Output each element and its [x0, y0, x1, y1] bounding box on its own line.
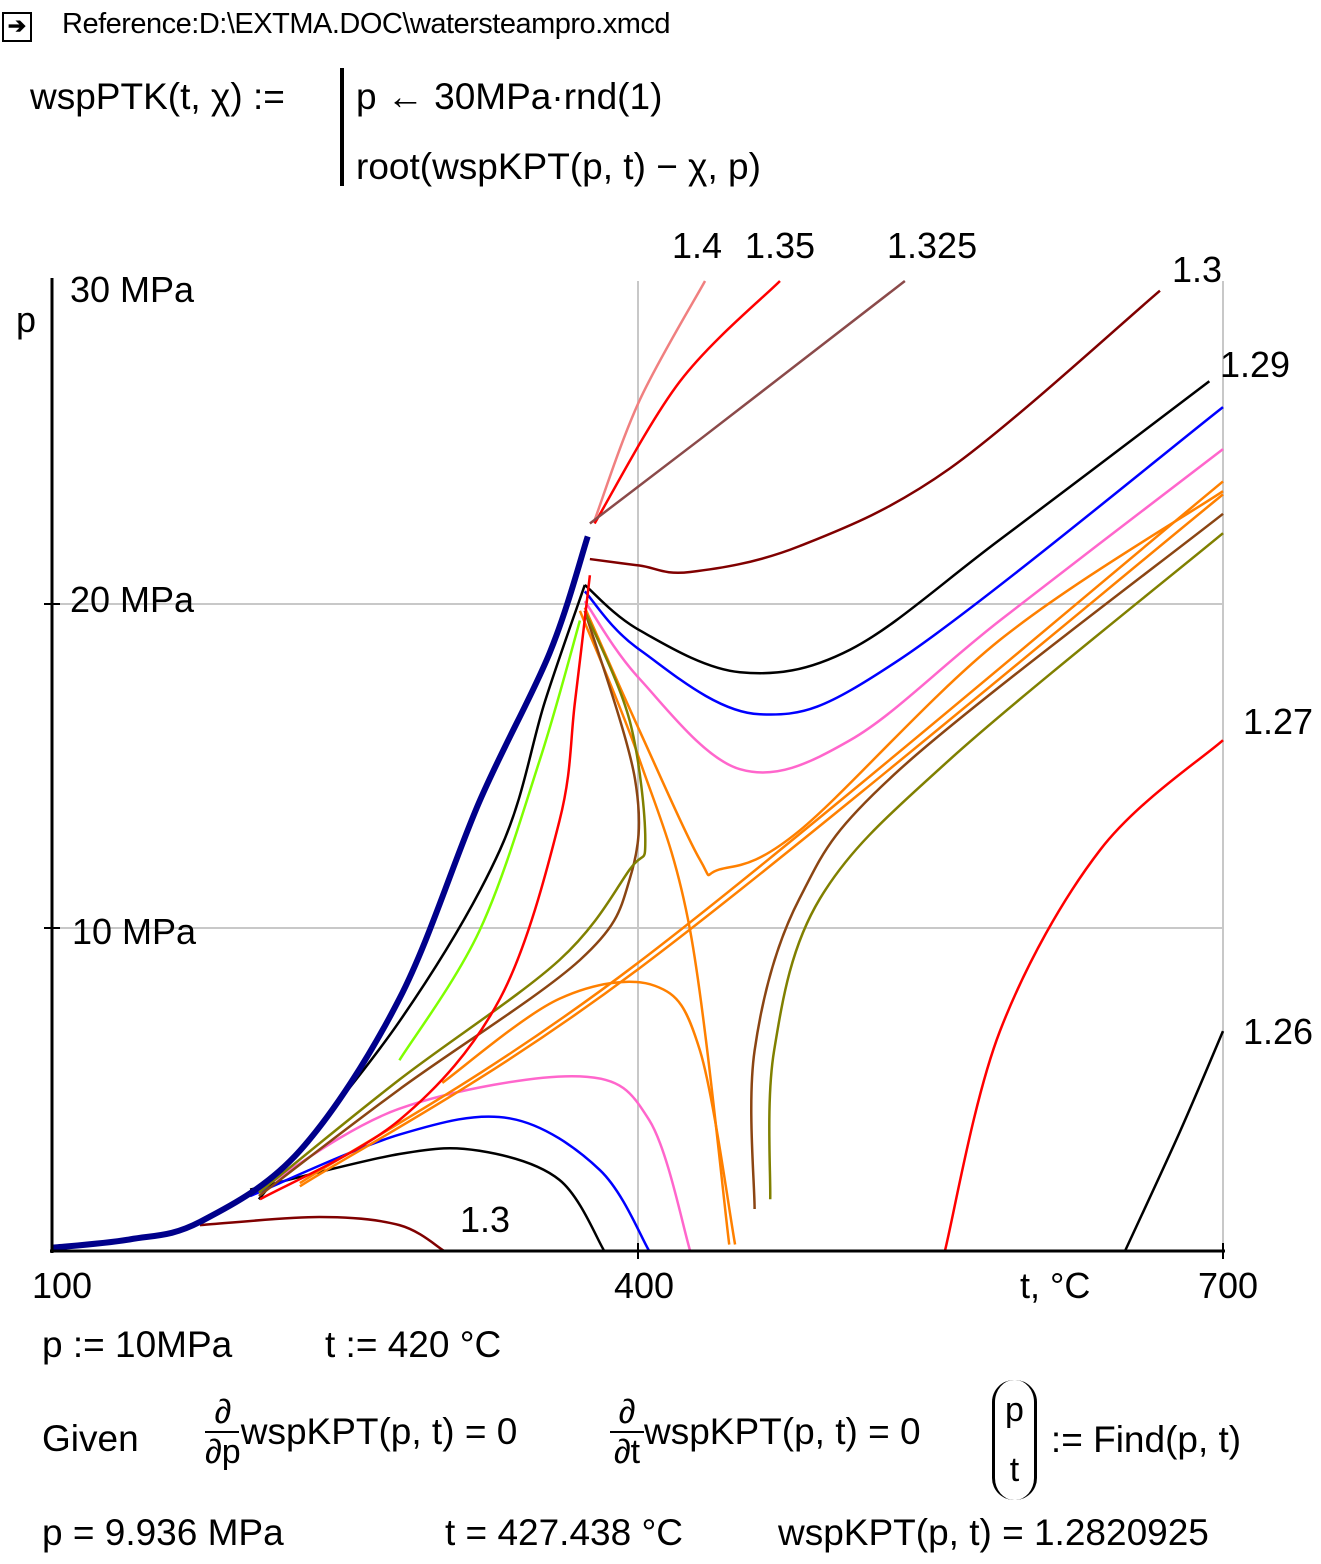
y-tick-label: 20 MPa — [70, 579, 195, 620]
find-call: := Find(p, t) — [1050, 1419, 1242, 1460]
curve-label: 1.4 — [672, 225, 722, 266]
constraint-eq2: wspKPT(p, t) = 0 — [644, 1411, 921, 1452]
curve-label: 1.35 — [745, 225, 815, 266]
y-axis-label: p — [16, 299, 36, 340]
x-axis-label: t, °C — [1020, 1265, 1090, 1306]
contour-line-12 — [583, 490, 1224, 877]
reference-arrow-icon[interactable]: ➔ — [2, 12, 32, 42]
vector-p: p — [1005, 1391, 1024, 1429]
curve-label: 1.29 — [1220, 344, 1290, 385]
result-k: wspKPT(p, t) = 1.2820925 — [778, 1512, 1209, 1553]
contour-line-9 — [249, 1115, 651, 1252]
curve-label: 1.27 — [1243, 701, 1313, 742]
constraint-dt: ∂ ∂t wspKPT(p, t) = 0 — [610, 1395, 921, 1469]
curve-label: 1.26 — [1243, 1011, 1313, 1052]
axes — [44, 278, 1225, 1259]
y-tick-label: 10 MPa — [72, 911, 197, 952]
contour-line-10 — [583, 448, 1224, 774]
y-tick-label: 30 MPa — [70, 269, 195, 310]
reference-path: Reference:D:\EXTMA.DOC\watersteampro.xmc… — [62, 8, 671, 40]
contour-line-2 — [589, 280, 906, 525]
definition-lhs: wspPTK(t, χ) := — [30, 76, 285, 117]
contour-line-16 — [441, 980, 737, 1245]
contour-line-6 — [249, 1146, 606, 1252]
program-bar — [340, 68, 344, 186]
contour-line-3 — [589, 289, 1161, 574]
contour-line-19 — [258, 610, 647, 1194]
contour-line-18 — [750, 512, 1224, 1209]
contour-line-13 — [299, 493, 1224, 1188]
contour-line-24 — [398, 620, 582, 1061]
assign-t: t := 420 °C — [325, 1324, 502, 1365]
definition-line2: root(wspKPT(p, t) − χ, p) — [356, 146, 761, 187]
partial-symbol: ∂ — [618, 1393, 636, 1431]
x-tick-label: 700 — [1198, 1265, 1258, 1306]
contour-line-0 — [593, 280, 707, 521]
assign-p: p := 10MPa — [42, 1324, 233, 1365]
contour-line-5 — [583, 380, 1211, 675]
contour-line-21 — [259, 575, 592, 1201]
contour-line-22 — [943, 739, 1224, 1252]
vector-t: t — [1009, 1451, 1020, 1489]
partial-symbol: ∂ — [214, 1393, 232, 1431]
curve-label: 1.3 — [460, 1199, 510, 1240]
contour-line-11 — [259, 1075, 692, 1252]
partial-p: ∂ ∂p — [205, 1395, 241, 1469]
contour-line-17 — [258, 610, 641, 1198]
partial-denominator: ∂t — [613, 1433, 641, 1471]
result-p: p = 9.936 MPa — [42, 1512, 284, 1553]
contour-line-23 — [1123, 1030, 1225, 1252]
contour-line-4 — [199, 1215, 445, 1253]
curve-label: 1.3 — [1172, 249, 1222, 290]
constraint-eq1: wspKPT(p, t) = 0 — [240, 1411, 518, 1452]
constraint-dp: ∂ ∂p wspKPT(p, t) = 0 — [205, 1395, 517, 1469]
curve-label: 1.325 — [887, 225, 977, 266]
contour-line-14 — [299, 480, 1224, 1185]
curves — [51, 280, 1225, 1253]
partial-t: ∂ ∂t — [610, 1395, 644, 1469]
x-tick-label: 100 — [32, 1265, 92, 1306]
result-t: t = 427.438 °C — [445, 1512, 683, 1553]
partial-denominator: ∂p — [205, 1433, 241, 1471]
x-tick-label: 400 — [614, 1265, 674, 1306]
contour-line-25 — [51, 535, 591, 1251]
contour-line-20 — [768, 532, 1224, 1200]
definition-line1: p ← 30MPa·rnd(1) — [356, 76, 663, 117]
contour-line-8 — [583, 406, 1224, 716]
given-keyword: Given — [42, 1418, 139, 1459]
contour-line-1 — [593, 280, 781, 525]
